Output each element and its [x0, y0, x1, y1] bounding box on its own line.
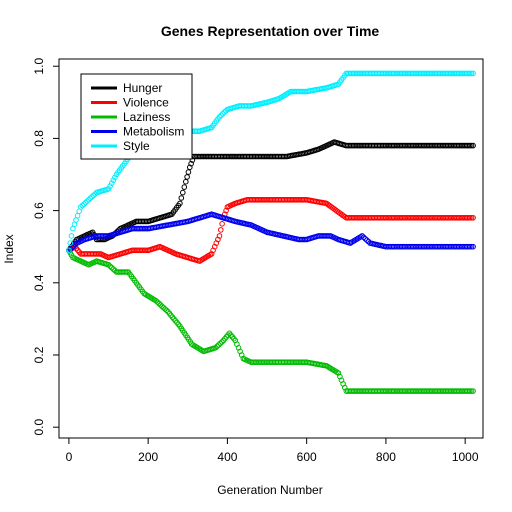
chart-title: Genes Representation over Time: [161, 23, 380, 39]
data-point: [218, 227, 224, 233]
data-point: [359, 233, 365, 239]
y-tick-label: 0.2: [32, 346, 46, 363]
data-point: [105, 186, 112, 192]
data-point: [183, 178, 189, 185]
data-point: [107, 183, 113, 189]
x-tick-label: 1000: [452, 450, 479, 464]
data-point: [188, 160, 194, 167]
data-point: [96, 251, 102, 257]
data-point: [467, 70, 473, 77]
data-point: [467, 215, 473, 221]
data-point: [187, 164, 193, 171]
data-point: [360, 234, 367, 241]
data-point: [81, 201, 87, 207]
data-point: [87, 195, 94, 202]
data-point: [185, 169, 192, 175]
data-point: [470, 243, 476, 250]
data-point: [362, 236, 369, 242]
data-point: [178, 195, 185, 201]
y-axis: 0.0 0.2 0.4 0.6 0.8 1.0: [32, 58, 60, 436]
series-metabolism: [66, 211, 476, 254]
data-point: [68, 233, 75, 239]
data-point: [156, 300, 162, 307]
data-point: [470, 70, 476, 77]
data-point: [110, 266, 117, 272]
legend-label: Style: [123, 139, 150, 153]
data-point: [67, 246, 74, 252]
data-point: [89, 194, 95, 200]
x-axis: 0 200 400 600 800 1000: [66, 437, 479, 464]
data-point: [470, 388, 476, 394]
data-point: [467, 388, 473, 394]
y-tick-label: 1.0: [32, 58, 46, 75]
series-layer: [66, 70, 476, 394]
data-point: [110, 177, 117, 184]
x-tick-label: 800: [376, 450, 396, 464]
data-point: [219, 221, 225, 227]
data-point: [112, 174, 118, 181]
data-point: [105, 261, 112, 268]
data-point: [219, 339, 225, 345]
data-point: [215, 342, 222, 348]
data-point: [177, 200, 183, 207]
data-point: [79, 202, 86, 209]
data-point: [181, 184, 188, 190]
data-point: [214, 343, 220, 350]
data-point: [216, 114, 223, 120]
data-point: [82, 199, 89, 206]
data-point: [223, 207, 229, 214]
data-point: [108, 180, 115, 186]
data-point: [184, 174, 190, 180]
data-point: [468, 215, 475, 221]
data-point: [470, 142, 476, 149]
data-point: [180, 189, 186, 196]
x-tick-label: 400: [217, 450, 237, 464]
x-tick-label: 200: [138, 450, 158, 464]
data-point: [468, 243, 475, 250]
y-axis-label: Index: [2, 234, 16, 263]
data-point: [78, 204, 84, 210]
data-point: [90, 192, 97, 199]
y-tick-label: 0.4: [32, 274, 46, 291]
legend-label: Metabolism: [123, 125, 184, 139]
data-point: [212, 345, 219, 351]
legend-label: Hunger: [123, 81, 162, 95]
data-point: [468, 388, 475, 394]
data-point: [467, 243, 473, 250]
x-axis-label: Generation Number: [217, 483, 322, 497]
legend-label: Violence: [123, 96, 169, 110]
data-point: [85, 197, 92, 203]
x-tick-label: 600: [297, 450, 317, 464]
data-point: [221, 109, 227, 116]
legend-label: Laziness: [123, 110, 170, 124]
data-point: [468, 70, 475, 77]
data-point: [468, 142, 475, 149]
y-tick-label: 0.6: [32, 202, 46, 219]
data-point: [219, 111, 226, 117]
data-point: [107, 263, 113, 270]
x-tick-label: 0: [66, 450, 73, 464]
data-point: [218, 112, 224, 119]
series-violence: [66, 197, 476, 264]
data-point: [84, 198, 90, 204]
series-laziness: [66, 247, 476, 394]
data-point: [216, 233, 223, 239]
data-point: [163, 307, 170, 314]
data-point: [66, 247, 72, 254]
data-point: [364, 237, 370, 243]
data-point: [70, 243, 77, 249]
y-tick-label: 0.0: [32, 419, 46, 436]
data-point: [470, 215, 476, 221]
data-point: [467, 142, 473, 149]
data-point: [217, 340, 224, 347]
data-point: [67, 240, 73, 246]
data-point: [108, 264, 115, 271]
y-tick-label: 0.8: [32, 130, 46, 147]
